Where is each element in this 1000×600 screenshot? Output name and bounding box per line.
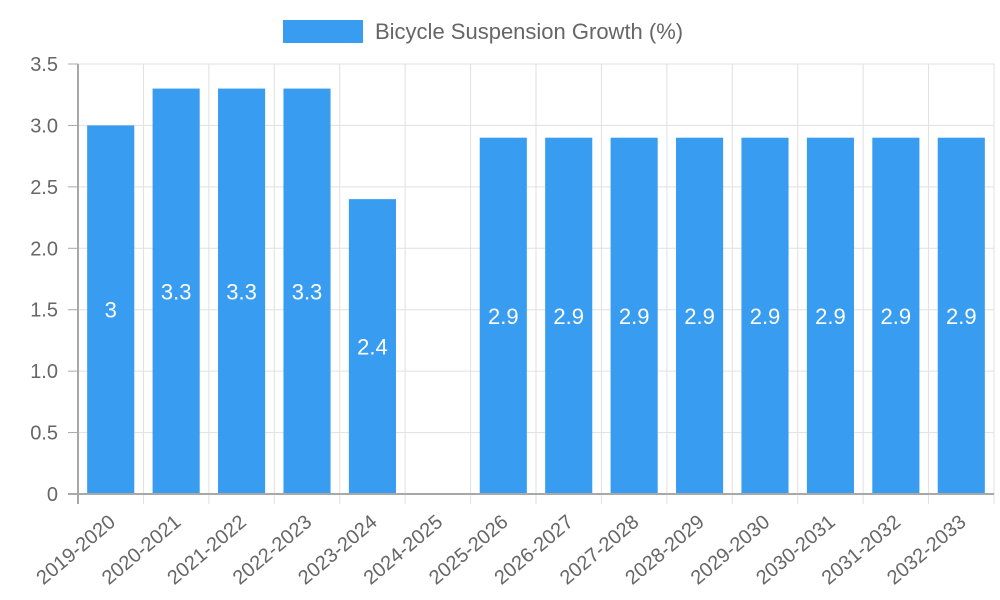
bar[interactable] [152,88,200,495]
legend[interactable]: Bicycle Suspension Growth (%) [283,19,683,44]
bar-value-label: 3.3 [292,279,323,304]
bar[interactable] [479,137,527,494]
bar[interactable] [283,88,331,495]
y-tick-label: 1.0 [30,361,58,383]
y-tick-label: 1.5 [30,300,58,322]
bar-value-label: 2.9 [881,304,912,329]
bar[interactable] [218,88,266,495]
bar[interactable] [545,137,593,494]
bar-value-label: 2.9 [488,304,519,329]
bar-value-label: 2.9 [946,304,977,329]
data-labels: 3 3.3 3.3 3.3 2.4 2.9 2.9 2.9 2.9 2.9 2.9 2.9 2.9 [105,279,977,359]
bar-value-label: 2.9 [553,304,584,329]
x-axis-tick-labels: 2019-20202020-20212021-20222022-20232023… [33,511,971,589]
bar-value-label: 3 [105,298,117,323]
bar[interactable] [348,199,396,494]
bars [87,88,985,495]
bar[interactable] [937,137,985,494]
y-axis-tick-labels: 0 0.5 1.0 1.5 2.0 2.5 3.0 3.5 [30,54,58,506]
bar[interactable] [676,137,724,494]
y-tick-label: 3.0 [30,115,58,137]
bar-value-label: 2.9 [619,304,650,329]
y-tick-label: 0.5 [30,423,58,445]
bar[interactable] [87,125,135,494]
y-tick-label: 0 [47,484,58,506]
bar-value-label: 2.9 [684,304,715,329]
bar[interactable] [610,137,658,494]
legend-swatch [283,20,363,43]
grid-lines [78,63,995,504]
axes [68,63,994,504]
bar[interactable] [741,137,789,494]
legend-label: Bicycle Suspension Growth (%) [375,19,683,44]
bar-value-label: 2.9 [750,304,781,329]
bar-value-label: 2.4 [357,335,388,360]
bar-value-label: 2.9 [815,304,846,329]
bar[interactable] [806,137,854,494]
y-tick-label: 2.5 [30,177,58,199]
bar[interactable] [872,137,920,494]
bar-value-label: 3.3 [226,279,257,304]
y-tick-label: 2.0 [30,238,58,260]
y-tick-label: 3.5 [30,54,58,76]
bar-value-label: 3.3 [161,279,192,304]
